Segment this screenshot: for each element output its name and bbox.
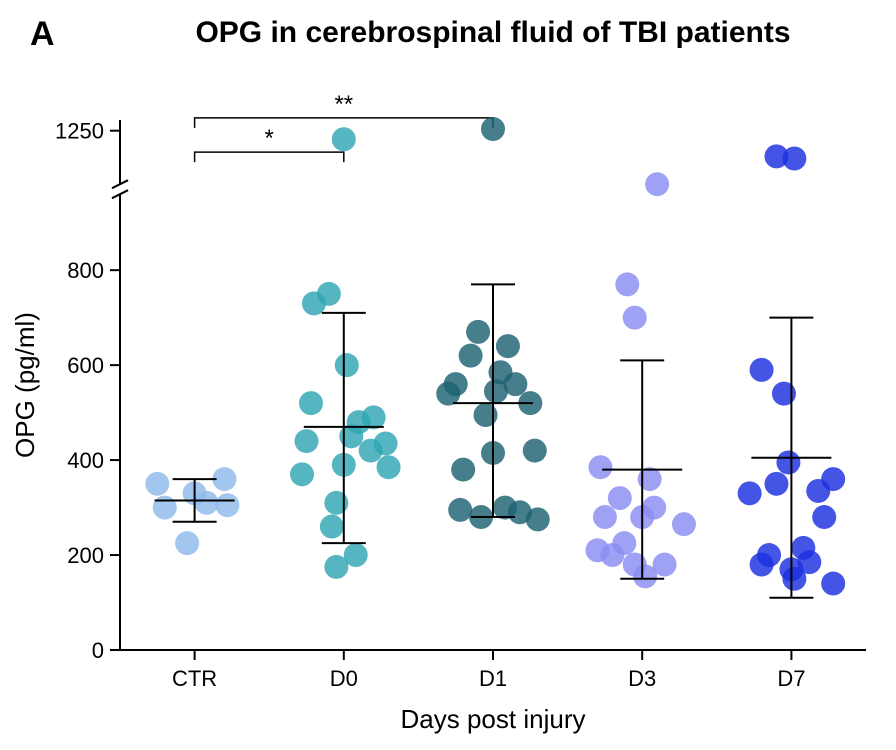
data-point (623, 306, 647, 330)
chart-container: A OPG in cerebrospinal fluid of TBI pati… (0, 0, 896, 750)
data-point (523, 439, 547, 463)
data-point (459, 344, 483, 368)
x-axis: CTR D0 D1 D3 D7 (120, 650, 866, 691)
data-point (496, 334, 520, 358)
data-point (377, 455, 401, 479)
data-point (782, 147, 806, 171)
data-point (615, 272, 639, 296)
significance-label: * (265, 125, 274, 152)
x-tick-label: D1 (479, 666, 507, 691)
y-axis: 0 200 400 600 800 1250 (55, 119, 128, 663)
data-point (299, 391, 323, 415)
data-point (215, 493, 239, 517)
panel-label: A (30, 15, 55, 53)
data-point (320, 515, 344, 539)
data-points (145, 117, 845, 596)
y-tick-label: 800 (67, 258, 104, 283)
data-point (466, 320, 490, 344)
data-point (374, 431, 398, 455)
x-tick-label: D0 (330, 666, 358, 691)
y-tick-label: 0 (92, 638, 104, 663)
y-tick-label: 1250 (55, 119, 104, 144)
significance-bracket (195, 152, 344, 162)
x-tick-label: D3 (628, 666, 656, 691)
y-tick-label: 600 (67, 353, 104, 378)
data-point (526, 507, 550, 531)
data-point (797, 550, 821, 574)
y-tick-label: 400 (67, 448, 104, 473)
data-point (653, 553, 677, 577)
data-point (335, 353, 359, 377)
scatter-chart: A OPG in cerebrospinal fluid of TBI pati… (0, 0, 896, 750)
data-point (503, 372, 527, 396)
data-point (608, 486, 632, 510)
data-point (317, 282, 341, 306)
data-point (750, 358, 774, 382)
significance-bars: *** (195, 91, 493, 162)
data-point (672, 512, 696, 536)
x-tick-label: CTR (172, 666, 217, 691)
data-point (593, 505, 617, 529)
data-point (344, 543, 368, 567)
data-point (295, 429, 319, 453)
data-point (290, 462, 314, 486)
data-point (821, 572, 845, 596)
x-axis-label: Days post injury (401, 704, 586, 734)
data-point (444, 372, 468, 396)
data-point (153, 496, 177, 520)
y-axis-label: OPG (pg/ml) (10, 312, 40, 458)
data-point (764, 472, 788, 496)
data-point (776, 450, 800, 474)
data-point (451, 458, 475, 482)
data-point (738, 481, 762, 505)
data-point (448, 498, 472, 522)
data-point (195, 491, 219, 515)
data-point (588, 455, 612, 479)
data-point (821, 467, 845, 491)
data-point (175, 531, 199, 555)
data-point (645, 172, 669, 196)
data-point (812, 505, 836, 529)
data-point (481, 117, 505, 141)
x-tick-label: D7 (777, 666, 805, 691)
data-point (145, 472, 169, 496)
data-point (612, 531, 636, 555)
error-bars (155, 284, 832, 597)
significance-label: ** (334, 91, 353, 118)
data-point (757, 543, 781, 567)
data-point (362, 405, 386, 429)
chart-title: OPG in cerebrospinal fluid of TBI patien… (195, 16, 790, 49)
significance-bracket (195, 118, 493, 128)
data-point (332, 127, 356, 151)
y-tick-label: 200 (67, 543, 104, 568)
data-point (642, 496, 666, 520)
